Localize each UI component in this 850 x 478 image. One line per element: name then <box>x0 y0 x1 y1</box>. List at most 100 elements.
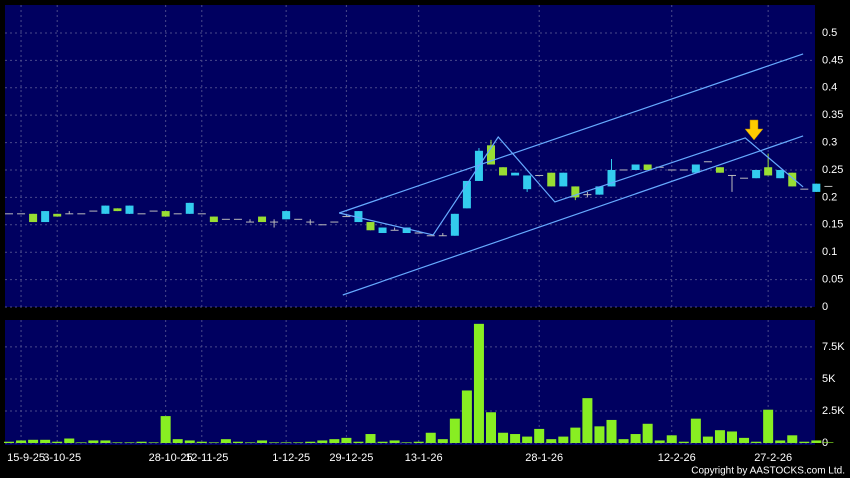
volume-bar <box>473 323 484 443</box>
candle-body <box>113 208 122 212</box>
volume-bar <box>449 418 460 443</box>
candle-body <box>282 211 291 220</box>
candle-body <box>764 167 773 176</box>
volume-bar <box>618 439 629 443</box>
volume-bar <box>28 439 39 443</box>
volume-bar <box>329 439 340 443</box>
candle-body <box>41 211 50 223</box>
volume-bar <box>787 435 798 443</box>
candle-body <box>788 172 797 187</box>
trendline <box>338 53 804 214</box>
volume-bar <box>16 440 27 443</box>
volume-bar <box>112 442 123 443</box>
volume-bar <box>172 439 183 443</box>
candle-body <box>487 145 495 165</box>
candle-body <box>29 213 38 223</box>
volume-bar <box>377 441 388 443</box>
volume-bar <box>763 409 774 443</box>
y-tick-label: 0 <box>822 301 828 313</box>
candle-body <box>511 172 520 176</box>
volume-bar <box>751 441 762 443</box>
x-tick-label: 29-12-25 <box>329 452 373 464</box>
candle-body <box>161 211 170 217</box>
y-tick-label: 0.45 <box>822 54 843 66</box>
x-tick-label: 1-12-25 <box>272 452 310 464</box>
volume-bar <box>811 440 822 443</box>
candle-body <box>366 222 375 231</box>
volume-bar <box>100 440 111 443</box>
y-tick-label: 0.1 <box>822 246 837 258</box>
volume-bar <box>293 442 304 443</box>
x-tick-label: 12-2-26 <box>658 452 696 464</box>
volume-tick-label: 2.5K <box>822 405 845 417</box>
candle-body <box>450 213 459 236</box>
candle-body <box>776 169 785 179</box>
volume-bar <box>510 434 521 443</box>
volume-bar <box>522 436 533 443</box>
volume-bar <box>269 442 280 443</box>
y-tick-label: 0.25 <box>822 164 843 176</box>
candle-body <box>378 227 387 234</box>
volume-bar <box>486 412 496 443</box>
x-tick-label: 15-9-25 <box>7 452 45 464</box>
volume-tick-label: 7.5K <box>822 341 845 353</box>
candle-body <box>499 167 508 176</box>
y-tick-label: 0.2 <box>822 191 837 203</box>
volume-bar <box>425 432 436 443</box>
volume-bar <box>305 441 316 443</box>
trendline <box>339 135 804 236</box>
volume-bar <box>401 442 412 443</box>
volume-bar <box>64 438 75 443</box>
volume-bar <box>799 441 810 443</box>
x-tick-label: 3-10-25 <box>43 452 81 464</box>
volume-bar <box>739 437 750 443</box>
y-tick-label: 0.05 <box>822 274 843 286</box>
volume-bar <box>630 434 641 443</box>
volume-panel <box>5 320 815 445</box>
volume-bar <box>281 442 292 443</box>
volume-bar <box>714 430 725 443</box>
candle-body <box>402 227 411 234</box>
volume-bar <box>365 434 376 443</box>
volume-bar <box>40 439 51 443</box>
volume-bar <box>389 440 400 443</box>
volume-bar <box>317 440 328 443</box>
candle-body <box>752 169 761 179</box>
candle-body <box>354 211 363 223</box>
x-tick-label: 28-1-26 <box>525 452 563 464</box>
volume-bar <box>148 442 159 443</box>
volume-bar <box>823 442 834 443</box>
volume-bar <box>666 435 677 443</box>
volume-bar <box>184 440 195 443</box>
candle-body <box>715 167 724 173</box>
volume-bar <box>678 441 689 443</box>
y-tick-label: 0.15 <box>822 219 843 231</box>
volume-bar <box>546 439 557 443</box>
candle-body <box>607 169 616 187</box>
volume-bar <box>208 442 219 443</box>
x-tick-label: 12-11-25 <box>185 452 228 464</box>
volume-bar <box>690 418 701 443</box>
volume-bar <box>654 440 665 443</box>
x-tick-label: 13-1-26 <box>405 452 443 464</box>
candle-body <box>185 202 194 214</box>
copyright: Copyright by AASTOCKS.com Ltd. <box>691 466 845 477</box>
volume-bar <box>232 441 243 443</box>
candle-body <box>258 216 267 223</box>
y-tick-label: 0.35 <box>822 109 843 121</box>
candle-body <box>559 172 568 187</box>
price-panel <box>5 5 815 307</box>
volume-bar <box>570 427 581 443</box>
volume-bar <box>4 441 14 443</box>
candle-body <box>125 205 134 214</box>
volume-bar <box>52 441 63 443</box>
volume-bar <box>76 442 87 443</box>
x-tick-label: 27-2-26 <box>754 452 792 464</box>
candle-body <box>53 213 62 217</box>
candle-body <box>547 172 556 187</box>
x-tick-label: 28-10-25 <box>149 452 193 464</box>
volume-bar <box>558 436 569 443</box>
volume-bar <box>606 419 617 443</box>
candle-body <box>691 164 700 173</box>
